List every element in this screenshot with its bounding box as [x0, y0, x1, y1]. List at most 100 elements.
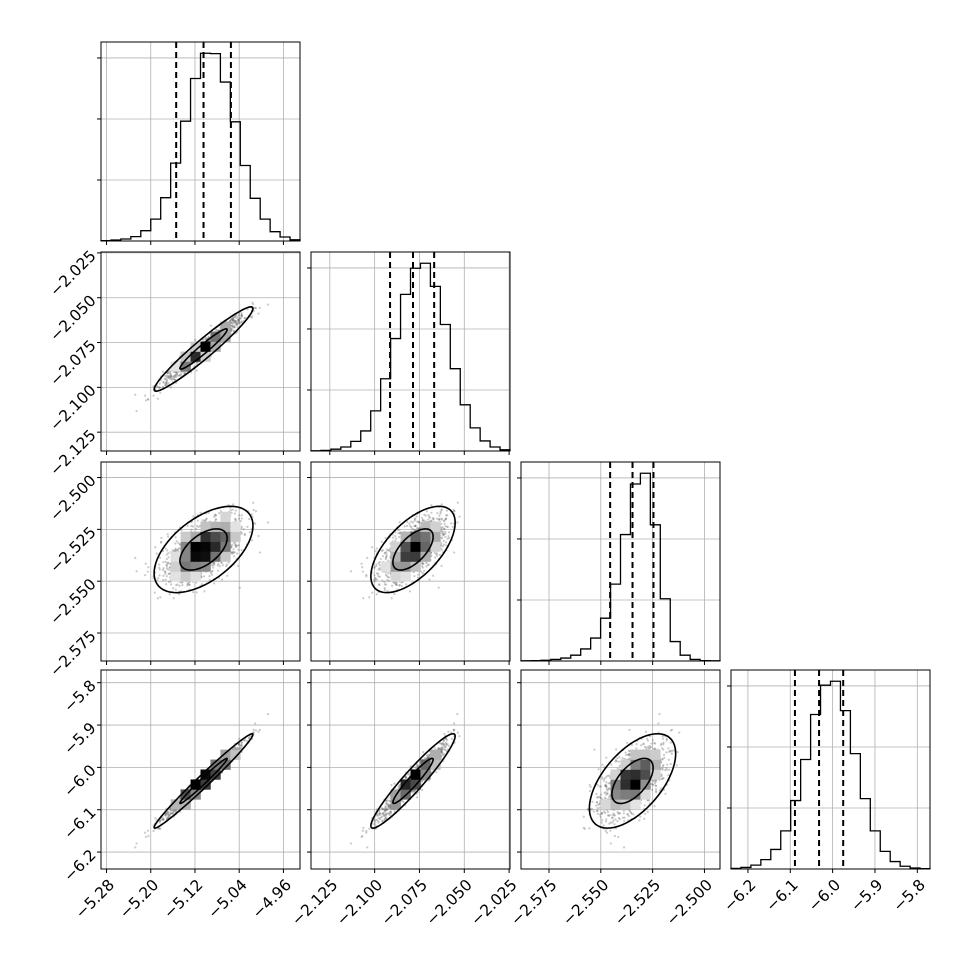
sample-point [254, 306, 257, 309]
sample-point [240, 313, 243, 316]
sample-point [413, 575, 416, 578]
sample-point [387, 572, 390, 575]
sample-point [375, 593, 378, 596]
sample-point [240, 741, 243, 744]
sample-point [440, 745, 443, 749]
sample-point [384, 573, 387, 576]
sample-point [450, 522, 453, 525]
sample-point [400, 581, 403, 584]
sample-point [231, 321, 234, 324]
sample-point [237, 313, 240, 316]
sample-point [166, 549, 169, 552]
sample-point [166, 563, 169, 566]
sample-point [373, 574, 376, 577]
sample-point [446, 537, 449, 540]
density-cell [200, 779, 211, 790]
sample-point [395, 583, 399, 586]
sample-point [173, 809, 176, 812]
sample-point [438, 553, 441, 556]
sample-point [209, 571, 213, 575]
sample-point [234, 518, 237, 521]
sample-point [440, 503, 443, 506]
density-cell [190, 351, 201, 362]
sample-point [237, 743, 241, 746]
sample-point [135, 570, 138, 573]
sample-point [165, 380, 168, 383]
density-cell [210, 759, 221, 770]
sample-point [439, 512, 442, 515]
sample-point [203, 337, 206, 341]
sample-point [209, 324, 213, 327]
sample-point [168, 377, 171, 380]
sample-point [163, 378, 166, 381]
sample-point [174, 549, 177, 552]
sample-point [441, 534, 444, 537]
sample-point [254, 307, 258, 310]
sample-point [386, 576, 389, 579]
sample-point [420, 562, 424, 565]
sample-point [158, 386, 161, 389]
sample-point [388, 814, 392, 817]
sample-point [194, 338, 197, 341]
sample-point [157, 385, 160, 389]
sample-point [175, 549, 179, 552]
sample-point [398, 521, 401, 524]
sample-point [146, 829, 149, 832]
contour-line [179, 528, 228, 571]
density-cell [400, 571, 411, 582]
sample-point [239, 743, 242, 747]
sample-point [155, 552, 158, 555]
sample-point [236, 323, 239, 327]
sample-point [452, 510, 455, 513]
sample-point [438, 514, 441, 517]
sample-point [158, 574, 161, 577]
sample-point [146, 570, 149, 573]
sample-point [444, 748, 447, 751]
sample-point [233, 315, 237, 318]
density-cell [220, 551, 231, 562]
sample-point [421, 561, 424, 564]
sample-point [377, 568, 380, 571]
sample-point [182, 372, 186, 375]
sample-point [233, 747, 236, 750]
sample-point [238, 314, 241, 317]
sample-point [251, 539, 254, 542]
sample-point [156, 397, 159, 400]
sample-point [230, 318, 233, 321]
sample-point [220, 561, 223, 565]
sample-point [234, 546, 237, 549]
sample-point [230, 329, 233, 332]
density-cell [170, 799, 181, 810]
sample-point [430, 511, 433, 514]
sample-point [235, 544, 238, 547]
sample-point [413, 524, 416, 527]
sample-point [198, 524, 202, 527]
density-cell [390, 561, 401, 572]
density-cell [210, 341, 221, 352]
sample-point [266, 521, 269, 524]
sample-point [383, 813, 386, 816]
sample-point [246, 525, 249, 528]
sample-point [374, 549, 377, 553]
sample-point [254, 522, 257, 525]
sample-point [405, 776, 408, 780]
sample-point [158, 382, 161, 385]
sample-point [147, 398, 150, 401]
sample-point [413, 519, 416, 522]
sample-point [234, 322, 237, 325]
sample-point [202, 575, 206, 578]
sample-point [444, 518, 447, 521]
sample-point [447, 531, 451, 534]
sample-point [235, 320, 238, 323]
density-cell [430, 541, 441, 552]
histogram-step [310, 262, 511, 452]
sample-point [421, 516, 424, 520]
sample-point [441, 532, 445, 536]
sample-point [175, 372, 179, 375]
sample-point [381, 555, 385, 558]
sample-point [173, 378, 177, 382]
density-cell [420, 531, 431, 542]
sample-point [169, 386, 172, 389]
sample-point [232, 319, 235, 322]
